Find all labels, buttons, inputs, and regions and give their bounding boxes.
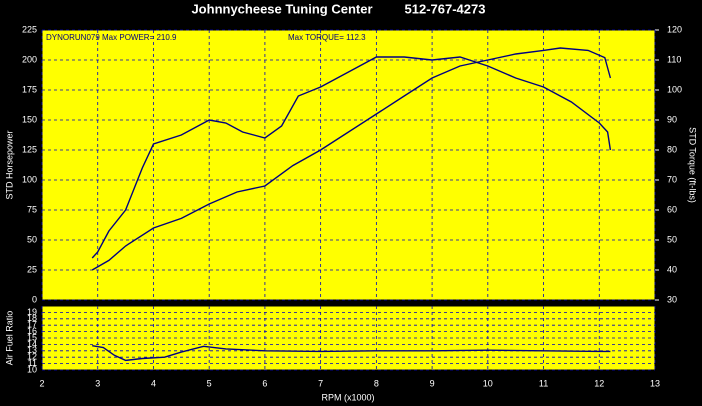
annotation: DYNORUN079 Max POWER= 210.9 <box>46 33 177 42</box>
y-tick-label: 0 <box>32 294 37 304</box>
x-tick-label: 2 <box>39 378 44 388</box>
y2-tick-label: 60 <box>667 204 677 214</box>
y-tick-label: 16 <box>27 326 37 336</box>
y2-tick-label: 100 <box>667 84 682 94</box>
y2-tick-label: 70 <box>667 174 677 184</box>
x-tick-label: 3 <box>95 378 100 388</box>
x-tick-label: 9 <box>430 378 435 388</box>
y2-tick-label: 40 <box>667 264 677 274</box>
y-tick-label: 19 <box>27 307 37 317</box>
y-tick-label: 50 <box>27 234 37 244</box>
series-line <box>92 345 611 362</box>
y2-tick-label: 110 <box>667 54 681 64</box>
y-tick-label: 15 <box>27 332 37 342</box>
series-line <box>91 56 612 259</box>
x-axis-label: RPM (x1000) <box>321 392 374 402</box>
chart-title: Johnnycheese Tuning Center <box>191 1 372 16</box>
y-tick-label: 11 <box>28 358 37 368</box>
y-tick-label: 10 <box>27 364 37 374</box>
plot-area <box>41 29 656 301</box>
y-tick-label: 14 <box>27 339 37 349</box>
y2-tick-label: 90 <box>667 114 677 124</box>
x-tick-label: 12 <box>594 378 604 388</box>
y-tick-label: 125 <box>22 144 37 154</box>
y-tick-label: 17 <box>27 320 37 330</box>
y-tick-label: 150 <box>22 114 37 124</box>
y-tick-label: 200 <box>22 54 37 64</box>
y2-tick-label: 30 <box>667 294 677 304</box>
y-axis-label: STD Horsepower <box>4 130 14 199</box>
y2-axis-label: STD Torque (ft-lbs) <box>688 127 698 203</box>
x-tick-label: 10 <box>483 378 493 388</box>
y-tick-label: 18 <box>27 313 37 323</box>
chart-subtitle: 512-767-4273 <box>405 1 486 16</box>
y-tick-label: 12 <box>27 352 37 362</box>
x-tick-label: 7 <box>318 378 323 388</box>
afr-axis-label: Air Fuel Ratio <box>4 311 14 366</box>
y-tick-label: 225 <box>22 24 37 34</box>
x-tick-label: 6 <box>262 378 267 388</box>
y2-tick-label: 50 <box>667 234 677 244</box>
y-tick-label: 13 <box>27 345 37 355</box>
x-tick-label: 4 <box>151 378 156 388</box>
y-tick-label: 100 <box>22 174 37 184</box>
y-tick-label: 75 <box>27 204 37 214</box>
y-tick-label: 175 <box>22 84 37 94</box>
x-tick-label: 13 <box>650 378 660 388</box>
x-tick-label: 11 <box>539 378 548 388</box>
y-tick-label: 25 <box>27 264 37 274</box>
x-tick-label: 8 <box>374 378 379 388</box>
x-tick-label: 5 <box>207 378 212 388</box>
y2-tick-label: 120 <box>667 24 682 34</box>
y2-tick-label: 80 <box>667 144 677 154</box>
annotation: Max TORQUE= 112.3 <box>288 33 366 42</box>
series-line <box>91 47 612 271</box>
